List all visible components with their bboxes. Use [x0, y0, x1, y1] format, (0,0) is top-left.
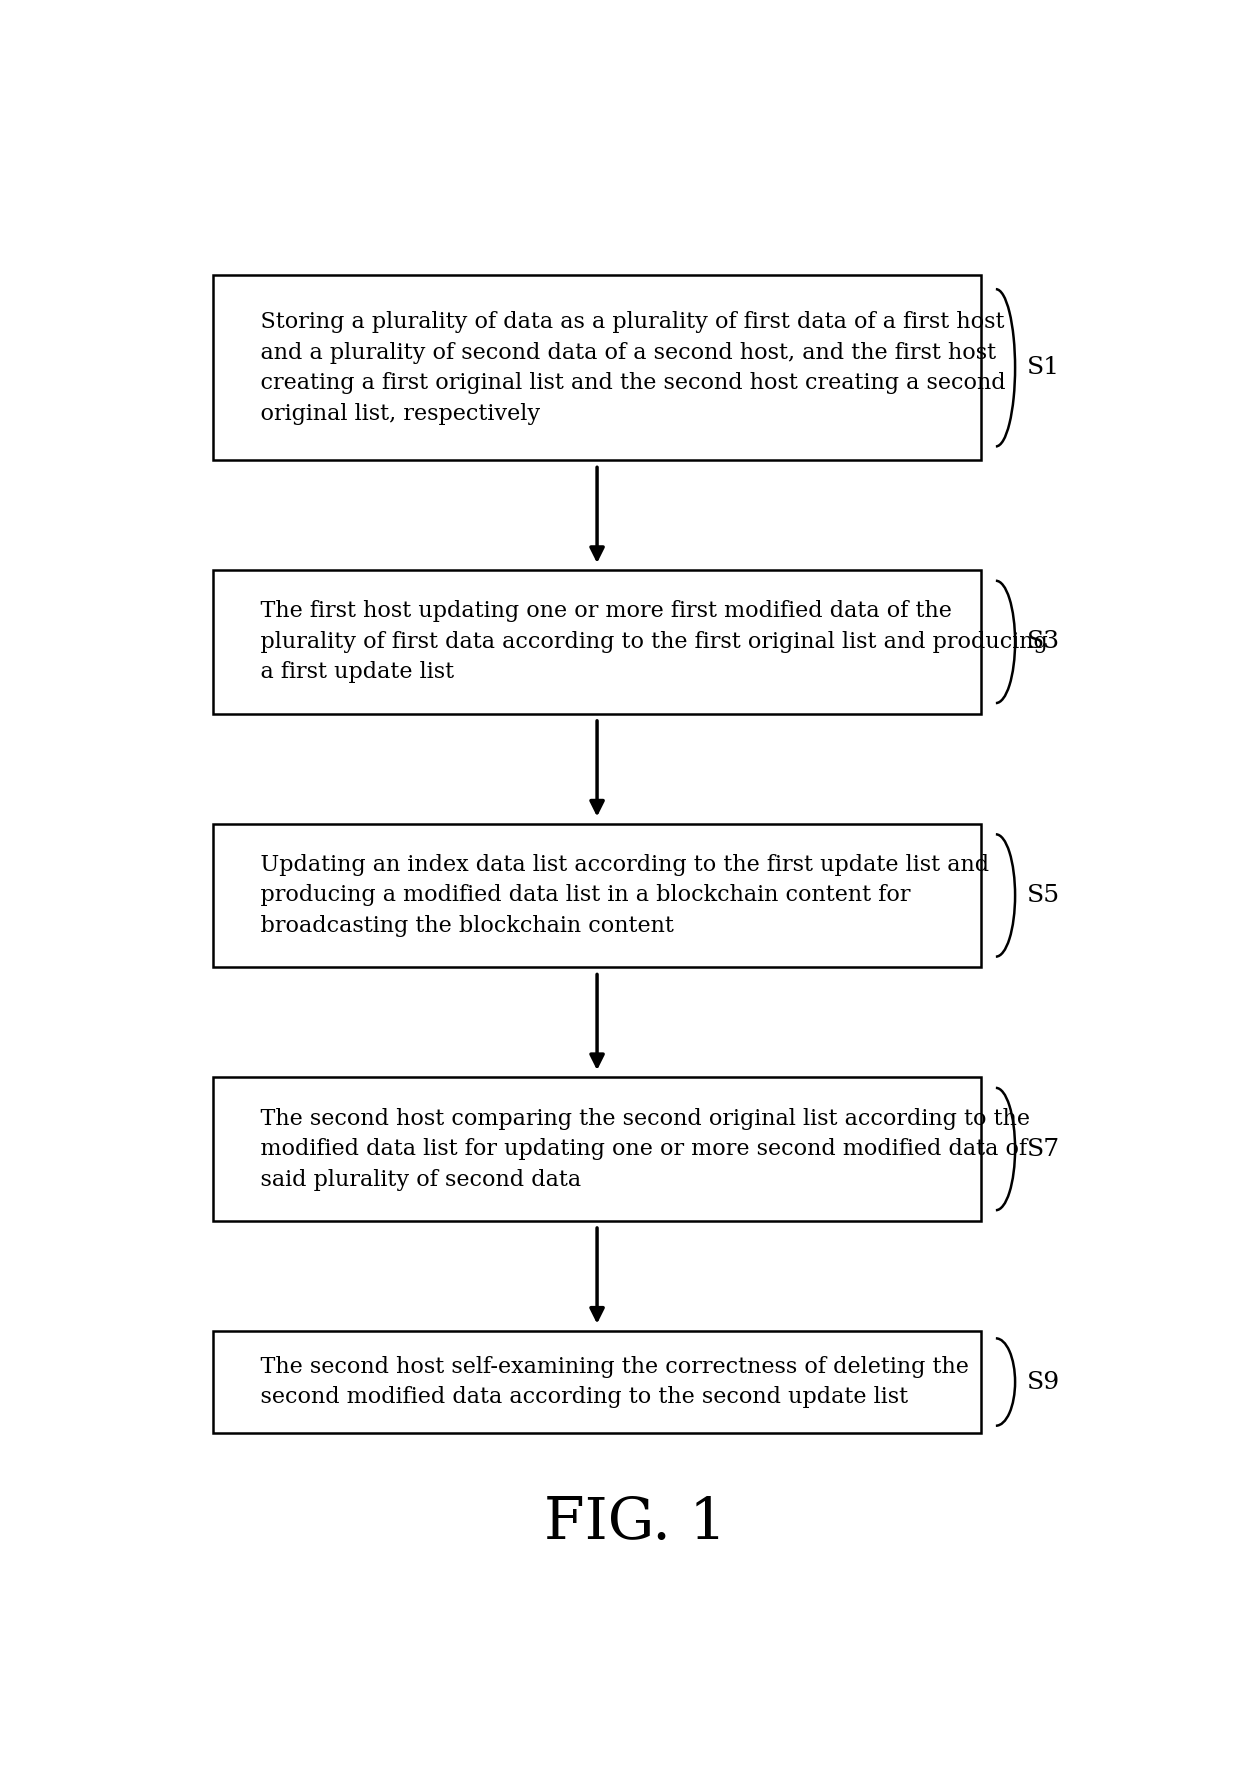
Text: S7: S7: [1027, 1137, 1060, 1161]
Bar: [213, 570, 982, 714]
Text: FIG. 1: FIG. 1: [544, 1495, 727, 1550]
Bar: [213, 1077, 982, 1221]
Bar: [213, 276, 982, 461]
Text: The first host updating one or more first modified data of the
    plurality of : The first host updating one or more firs…: [232, 600, 1048, 684]
Text: Storing a plurality of data as a plurality of first data of a first host
    and: Storing a plurality of data as a plurali…: [232, 312, 1006, 425]
Bar: [213, 1331, 982, 1433]
Bar: [213, 824, 982, 967]
Text: The second host self-examining the correctness of deleting the
    second modifi: The second host self-examining the corre…: [232, 1356, 968, 1408]
Text: S9: S9: [1027, 1371, 1060, 1394]
Text: S3: S3: [1027, 630, 1060, 653]
Text: S5: S5: [1027, 885, 1060, 908]
Text: Updating an index data list according to the first update list and
    producing: Updating an index data list according to…: [232, 854, 990, 936]
Text: The second host comparing the second original list according to the
    modified: The second host comparing the second ori…: [232, 1107, 1030, 1191]
Text: S1: S1: [1027, 356, 1060, 379]
